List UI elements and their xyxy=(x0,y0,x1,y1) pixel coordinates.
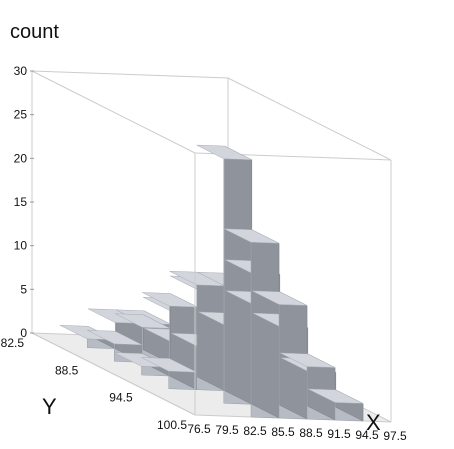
bar-top-face xyxy=(223,228,280,244)
top-edge-left xyxy=(31,70,196,154)
y-tick-label: 100.5 xyxy=(157,418,187,432)
x-tick-label: 91.5 xyxy=(327,427,351,441)
tick-labels: 0 5 10 15 20 25 30 76.5 79.5 82.5 85.5 88.5 91.5 94.5… xyxy=(1,64,407,443)
bar xyxy=(223,228,280,419)
bar-side-face xyxy=(197,271,225,392)
z-tick-label: 5 xyxy=(20,282,27,296)
bar xyxy=(169,270,225,392)
z-tick-label: 15 xyxy=(14,195,28,209)
x-tick-label: 85.5 xyxy=(271,425,295,439)
y-tick-label: 88.5 xyxy=(55,363,79,377)
x-tick-label: 97.5 xyxy=(383,429,407,443)
y-axis-label: Y xyxy=(42,394,57,419)
z-tick-label: 20 xyxy=(14,151,28,165)
x-tick-label: 82.5 xyxy=(243,424,267,438)
x-tick-label: 79.5 xyxy=(215,423,239,437)
x-tick-label: 76.5 xyxy=(187,422,211,436)
bars-group xyxy=(59,144,364,422)
bar-top-face xyxy=(196,144,252,161)
bar xyxy=(307,388,364,422)
x-axis-label: X xyxy=(366,410,381,435)
y-tick-label: 82.5 xyxy=(1,336,25,350)
bar-top-face xyxy=(307,388,364,404)
bar-top-face xyxy=(251,290,308,306)
front-frame xyxy=(194,153,392,422)
z-axis-label: count xyxy=(10,21,59,43)
bar-top-face xyxy=(279,352,336,368)
z-tick-label: 0 xyxy=(20,326,27,340)
bar-side-face xyxy=(224,145,253,405)
bar xyxy=(196,144,253,405)
z-tick-label: 10 xyxy=(14,239,28,253)
z-tick-label: 30 xyxy=(14,64,28,78)
x-tick-label: 94.5 xyxy=(355,428,379,442)
z-tick-label: 25 xyxy=(14,108,28,122)
x-tick-label: 88.5 xyxy=(299,426,323,440)
y-tick-label: 94.5 xyxy=(109,391,133,405)
top-edge-right xyxy=(227,77,392,161)
bar xyxy=(251,290,308,420)
